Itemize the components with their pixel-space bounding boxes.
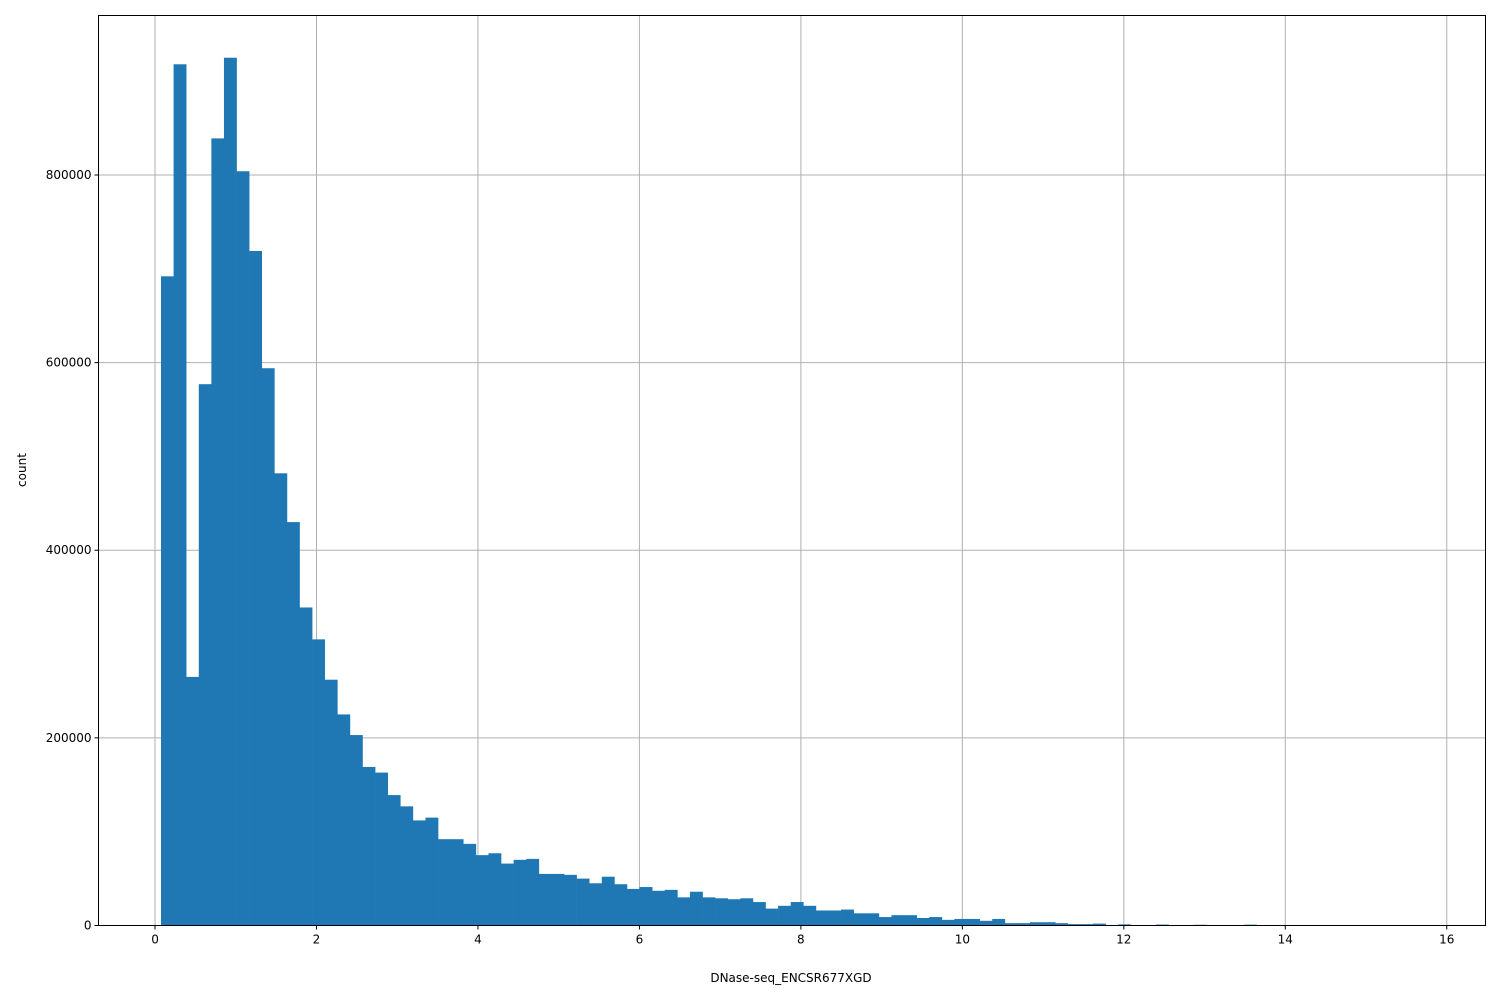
histogram-bar [526,859,539,926]
histogram-bar [312,639,325,925]
histogram-bar [438,839,451,925]
histogram-bar [677,897,690,925]
histogram-bar [425,818,438,926]
y-axis-label: count [15,453,29,487]
histogram-bar [350,735,363,925]
histogram-bar [337,714,350,925]
histogram-bar [362,767,375,926]
histogram-bar [980,921,993,926]
histogram-bar [917,918,930,926]
histogram-bar [488,853,501,925]
histogram-bar [463,844,476,926]
histogram-bar [929,917,942,925]
histogram-bar [816,910,829,925]
histogram-bar [501,864,514,926]
histogram-bar [942,920,955,926]
histogram-bar [174,64,187,925]
x-axis: 0 2 4 6 8 10 12 14 16 [151,926,1454,947]
histogram-bar [237,171,250,925]
histogram-bar [652,891,665,926]
histogram-bar [828,910,841,925]
histogram-bar [879,917,892,925]
histogram-bar [904,915,917,925]
histogram-bar [287,522,300,925]
histogram-bar [476,855,489,925]
x-tick-label: 8 [797,933,805,947]
histogram-bar [539,874,552,926]
histogram-bar [854,913,867,925]
histogram-bar [388,795,401,925]
histogram-bar [640,887,653,925]
histogram-bar [715,898,728,925]
x-tick-label: 6 [636,933,644,947]
histogram-bar [803,906,816,926]
histogram-bar [413,820,426,925]
histogram-bar [690,892,703,926]
histogram-bar [791,902,804,925]
histogram-bar [249,251,262,926]
histogram-bar [451,839,464,925]
histogram-bar [753,902,766,925]
histogram-bar [614,884,627,925]
histogram-bar [627,889,640,926]
y-axis: 0 200000 400000 600000 800000 [46,168,99,933]
histogram-bar [740,898,753,925]
x-tick-label: 2 [313,933,321,947]
x-tick-label: 12 [1116,933,1131,947]
histogram-bar [577,879,590,926]
histogram-bar [967,919,980,926]
y-tick-label: 200000 [46,731,92,745]
histogram-bar [186,677,199,926]
histogram-bar [992,919,1005,926]
histogram-bar [703,897,716,925]
histogram-bar [199,384,212,925]
histogram-bar [274,473,287,925]
histogram-bar [514,860,527,926]
histogram-bar [224,58,237,926]
y-tick-label: 0 [84,919,92,933]
histogram-bar [375,773,388,926]
bars [161,58,1421,926]
histogram-bar [665,890,678,926]
y-tick-label: 600000 [46,356,92,370]
histogram-bar [954,919,967,926]
histogram-bar [589,883,602,925]
histogram-bar [602,877,615,926]
x-tick-label: 10 [955,933,970,947]
histogram-bar [300,607,313,925]
histogram-bar [766,909,779,926]
histogram-bar [325,680,338,926]
x-axis-label: DNase-seq_ENCSR677XGD [710,971,871,985]
x-tick-label: 0 [151,933,159,947]
histogram-bar [564,875,577,926]
histogram-bar [841,910,854,926]
y-tick-label: 400000 [46,543,92,557]
histogram-bar [866,913,879,925]
histogram-bar [728,899,741,925]
x-tick-label: 16 [1439,933,1454,947]
histogram-bar [400,806,413,925]
histogram-bar [551,874,564,926]
histogram-bar [778,906,791,926]
x-tick-label: 4 [474,933,482,947]
histogram-bar [211,138,224,925]
histogram-bar [262,368,275,925]
histogram-bar [891,915,904,925]
x-tick-label: 14 [1278,933,1293,947]
y-tick-label: 800000 [46,168,92,182]
histogram-bar [161,276,174,925]
